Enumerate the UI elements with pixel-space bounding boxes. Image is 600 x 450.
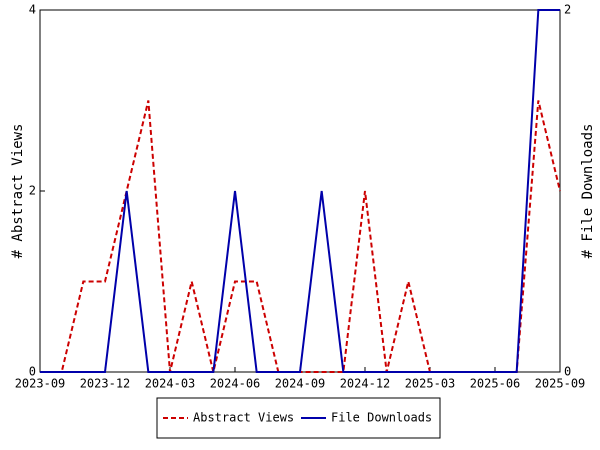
- y2-axis-label: # File Downloads: [580, 124, 596, 259]
- x-tick-label: 2023-12: [80, 377, 131, 391]
- series-line: [40, 100, 561, 373]
- y2-tick-label: 2: [564, 3, 571, 17]
- x-tick-label: 2024-06: [210, 377, 261, 391]
- y-tick-label: 0: [29, 365, 36, 379]
- x-tick-label: 2025-03: [405, 377, 456, 391]
- series-line: [40, 9, 560, 373]
- y-tick-label: 2: [29, 184, 36, 198]
- plot-frame: [39, 9, 561, 373]
- legend-label: File Downloads: [331, 411, 432, 425]
- x-tick-label: 2024-09: [275, 377, 326, 391]
- y2-tick-label: 0: [564, 365, 571, 379]
- legend-box: [156, 397, 441, 439]
- x-tick-label: 2024-03: [145, 377, 196, 391]
- x-tick-label: 2025-09: [535, 377, 586, 391]
- legend-label: Abstract Views: [193, 411, 294, 425]
- x-tick-label: 2023-09: [15, 377, 66, 391]
- x-tick-label: 2025-06: [470, 377, 521, 391]
- y-tick-label: 4: [29, 3, 36, 17]
- x-tick-label: 2024-12: [340, 377, 391, 391]
- y-axis-label: # Abstract Views: [10, 124, 26, 259]
